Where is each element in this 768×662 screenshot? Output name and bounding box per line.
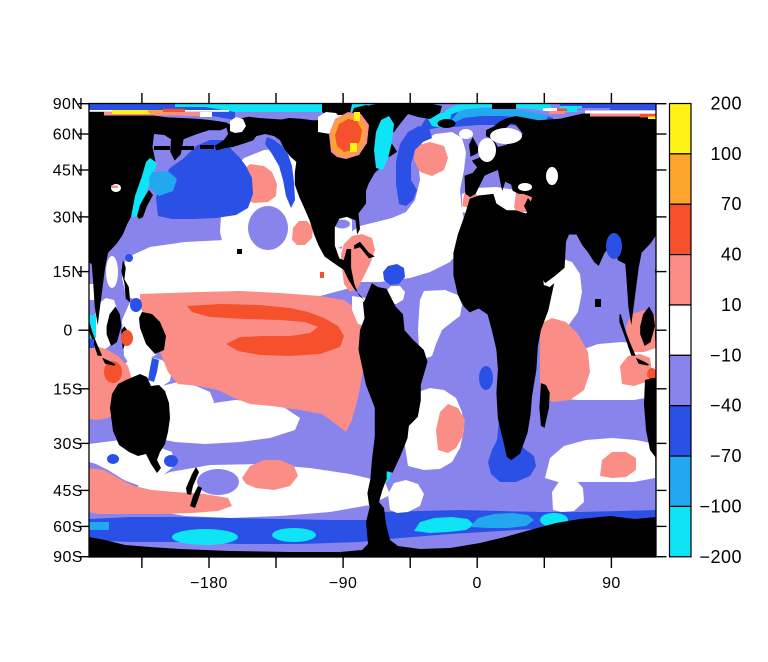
svg-text:30S: 30S xyxy=(53,436,83,453)
svg-text:−40: −40 xyxy=(710,396,742,416)
svg-text:0: 0 xyxy=(473,575,482,592)
svg-text:30N: 30N xyxy=(53,209,84,226)
svg-text:200: 200 xyxy=(710,94,742,114)
svg-text:−70: −70 xyxy=(710,446,742,466)
svg-text:−200: −200 xyxy=(699,547,742,567)
svg-text:45N: 45N xyxy=(53,163,84,180)
svg-text:40: 40 xyxy=(721,245,742,265)
svg-text:90N: 90N xyxy=(53,96,84,113)
svg-text:0: 0 xyxy=(63,323,72,340)
svg-text:−10: −10 xyxy=(710,345,742,365)
svg-text:15N: 15N xyxy=(53,264,84,281)
svg-text:45S: 45S xyxy=(53,483,83,500)
svg-text:60S: 60S xyxy=(53,519,83,536)
svg-text:−180: −180 xyxy=(190,575,228,592)
svg-text:90: 90 xyxy=(602,575,621,592)
svg-text:−100: −100 xyxy=(699,496,742,516)
svg-text:−90: −90 xyxy=(329,575,357,592)
svg-text:100: 100 xyxy=(710,144,742,164)
svg-text:10: 10 xyxy=(721,295,742,315)
svg-text:70: 70 xyxy=(721,194,742,214)
svg-text:90S: 90S xyxy=(53,549,83,566)
svg-text:60N: 60N xyxy=(53,127,84,144)
svg-text:15S: 15S xyxy=(53,381,83,398)
